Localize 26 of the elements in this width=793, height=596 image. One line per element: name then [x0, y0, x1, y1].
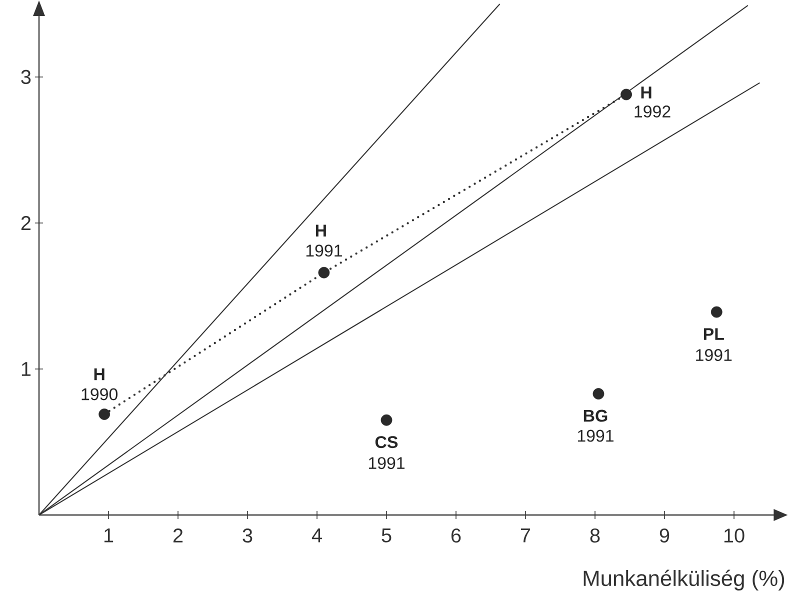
x-tick-label: 10: [724, 528, 744, 543]
annotation: 1991: [306, 244, 342, 257]
x-tick-label: 9: [660, 528, 670, 543]
y-tick-label: 3: [21, 70, 31, 84]
annotation: 1990: [82, 388, 118, 400]
annotation: 1991: [368, 457, 405, 470]
x-tick-label: 2: [173, 528, 183, 542]
annotation: H: [641, 86, 652, 98]
y-tick-label: 2: [21, 216, 30, 230]
annotation: 1991: [696, 349, 732, 362]
x-axis-title: Munkanélküliség (%): [584, 570, 784, 590]
x-tick-label: 4: [312, 528, 322, 542]
annotation: H: [94, 368, 104, 380]
y-tick-label: 1: [22, 362, 31, 376]
annotation: BG: [584, 410, 608, 422]
x-tick-label: 3: [242, 528, 252, 543]
annotation: 1991: [578, 430, 614, 442]
x-tick-label: 7: [520, 528, 530, 542]
x-tick-label: 5: [382, 528, 392, 542]
x-tick-label: 1: [104, 528, 114, 542]
annotation: 1992: [634, 106, 670, 118]
x-tick-label: 8: [590, 528, 600, 543]
x-tick-label: 6: [451, 528, 461, 543]
annotation: PL: [704, 328, 724, 340]
annotation: CS: [375, 436, 398, 448]
annotation: H: [316, 224, 326, 236]
